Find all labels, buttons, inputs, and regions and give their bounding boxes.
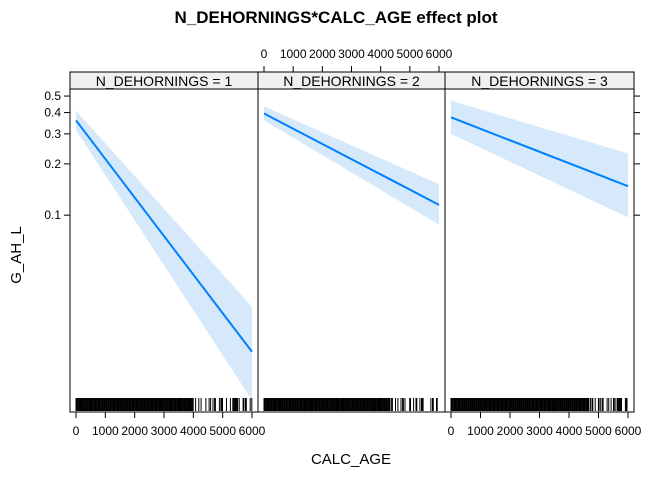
strip-label: N_DEHORNINGS = 2 [283,73,420,89]
panel-3: N_DEHORNINGS = 3 0 1000 2000 3000 4000 5000 600… [444,71,642,438]
y-axis: 0.5 0.4 0.3 0.2 0.1 [44,89,640,222]
panel-frame [257,88,446,413]
x-tick-label: 6000 [426,47,453,61]
fit-line [75,119,253,353]
confidence-band [76,110,252,401]
panel-2: N_DEHORNINGS = 2 0 1000 2000 3000 4000 5000 600… [257,47,453,413]
x-tick-label: 3000 [151,424,178,438]
y-tick-label: 0.2 [44,157,61,171]
x-tick-label: 4000 [180,424,207,438]
plot-area: N_DEHORNINGS = 10 1000 2000 3000 4000 5000 600… [44,47,641,438]
y-tick-label: 0.1 [44,208,61,222]
x-tick-label: 0 [73,424,80,438]
strip-label: N_DEHORNINGS = 1 [96,73,233,89]
confidence-band [451,100,628,218]
y-axis-label: G_AH_L [8,226,25,284]
x-tick-label: 1000 [92,424,119,438]
x-tick-label: 2000 [309,47,336,61]
x-tick-label: 5000 [396,47,423,61]
rug-marks [263,398,438,411]
chart-title: N_DEHORNINGS*CALC_AGE effect plot [174,8,497,27]
x-tick-label: 5000 [209,424,236,438]
x-tick-label: 6000 [239,424,266,438]
fit-line [450,116,629,188]
x-tick-label: 5000 [585,424,612,438]
x-tick-label: 0 [261,47,268,61]
x-tick-label: 2000 [497,424,524,438]
panel-1: N_DEHORNINGS = 1 0 1000 2000 3000 4000 5000 600… [69,71,266,438]
confidence-band [264,106,439,225]
x-tick-label: 1000 [280,47,307,61]
y-tick-label: 0.5 [44,89,61,103]
fit-line [263,112,440,206]
x-tick-label: 3000 [526,424,553,438]
x-tick-label: 2000 [121,424,148,438]
x-tick-label: 6000 [615,424,642,438]
rug-marks [450,398,628,411]
x-axis-label: CALC_AGE [311,451,391,468]
rug-marks [75,398,253,411]
x-tick-label: 1000 [467,424,494,438]
x-tick-label: 3000 [338,47,365,61]
x-tick-label: 4000 [556,424,583,438]
strip-label: N_DEHORNINGS = 3 [471,73,608,89]
y-tick-label: 0.4 [44,106,61,120]
x-tick-label: 0 [448,424,455,438]
x-tick-label: 4000 [367,47,394,61]
y-tick-label: 0.3 [44,127,61,141]
